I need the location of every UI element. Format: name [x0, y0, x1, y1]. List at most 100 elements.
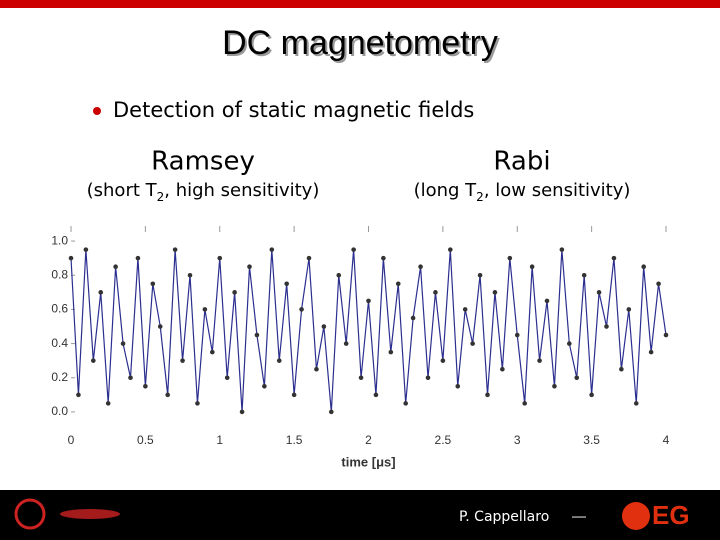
data-point: [425, 375, 431, 381]
subtitle-text: (short T: [87, 180, 158, 201]
data-point: [329, 409, 334, 415]
data-point: [589, 392, 594, 398]
subtitle-text: (long T: [414, 180, 478, 201]
x-tick-label: 0: [68, 433, 75, 447]
data-point: [336, 272, 342, 278]
data-point: [507, 255, 513, 261]
data-point: [470, 341, 475, 346]
data-point: [529, 264, 535, 270]
column-heading: Rabi: [493, 147, 550, 177]
slide-title: DC magnetometry: [222, 24, 498, 62]
data-point: [105, 401, 111, 406]
data-point: [120, 341, 126, 346]
y-tick-label: 0.0: [51, 404, 68, 418]
data-point: [656, 281, 661, 287]
data-point: [98, 290, 104, 295]
data-point: [239, 409, 245, 415]
data-point: [210, 349, 215, 355]
data-point: [373, 392, 379, 398]
data-point: [232, 290, 237, 295]
bullet-text: Detection of static magnetic fields: [113, 98, 474, 122]
subtitle-subscript: 2: [476, 190, 484, 204]
data-point: [537, 358, 542, 363]
data-point: [254, 332, 260, 338]
subtitle-text: , low sensitivity): [484, 180, 631, 201]
data-point: [619, 366, 624, 372]
x-tick-label: 3: [514, 433, 521, 447]
data-point: [299, 307, 304, 312]
data-point: [514, 332, 520, 338]
data-point: [157, 324, 163, 329]
x-tick-label: 4: [663, 433, 670, 447]
data-point: [462, 307, 468, 312]
data-point: [611, 255, 617, 261]
data-point: [581, 272, 587, 278]
y-tick-label: 0.2: [51, 370, 68, 384]
data-point: [68, 255, 74, 261]
x-tick-label: 2.5: [435, 433, 452, 447]
author: P. Cappellaro: [459, 509, 549, 525]
data-point: [418, 264, 423, 270]
data-point: [195, 401, 200, 406]
subtitle-text: , high sensitivity): [164, 180, 319, 201]
data-point: [410, 315, 416, 321]
data-point: [433, 290, 438, 295]
data-point: [76, 392, 81, 398]
column-subtitle: (short T2, high sensitivity): [87, 180, 320, 204]
data-point: [343, 341, 349, 346]
data-point: [306, 255, 312, 261]
data-point: [269, 247, 275, 252]
data-point: [626, 307, 632, 312]
dash: —: [572, 508, 586, 524]
y-tick-label: 0.4: [51, 336, 68, 350]
logo-text: EG: [652, 500, 690, 530]
data-point: [403, 401, 408, 406]
top-bar: [0, 0, 720, 8]
logo-left: [14, 498, 46, 530]
data-point: [150, 281, 156, 287]
x-tick-label: 1.5: [286, 433, 303, 447]
data-point: [477, 272, 483, 278]
data-point: [604, 324, 609, 329]
data-point: [663, 332, 669, 338]
data-point: [276, 358, 282, 363]
chart: 0.0 0.2 0.4 0.6 0.8 1.0 0 0.5 1 1.5 2 2.5 3 3.5 4 time …: [51, 226, 670, 469]
data-point: [83, 247, 89, 252]
data-point: [247, 264, 252, 270]
footer-bar: [0, 490, 720, 540]
data-point: [291, 392, 297, 398]
data-point: [455, 383, 461, 389]
data-point: [366, 298, 371, 304]
y-tick-label: 0.6: [51, 302, 68, 316]
data-point: [358, 375, 364, 381]
data-point: [633, 401, 639, 406]
data-point: [544, 298, 550, 304]
y-tick-label: 0.8: [51, 267, 68, 281]
data-point: [522, 401, 527, 406]
data-point: [381, 255, 386, 261]
x-tick-label: 0.5: [137, 433, 154, 447]
beam-graphic: [60, 509, 120, 519]
subtitle-subscript: 2: [157, 190, 165, 204]
x-tick-label: 1: [216, 433, 223, 447]
data-point: [91, 358, 96, 363]
data-point: [217, 255, 223, 261]
data-point: [351, 247, 356, 252]
column-heading: Ramsey: [151, 147, 255, 177]
data-point: [567, 341, 572, 346]
data-point: [262, 383, 267, 389]
data-point: [552, 383, 557, 389]
bullet-dot: [93, 107, 101, 115]
data-point: [596, 290, 602, 295]
x-axis-label: time [μs]: [341, 454, 395, 469]
data-point: [202, 307, 208, 312]
data-point: [448, 247, 453, 252]
data-point: [641, 264, 646, 270]
data-point: [395, 281, 401, 287]
data-point: [485, 392, 490, 398]
data-point: [500, 366, 505, 372]
data-point: [492, 290, 498, 295]
column-subtitle: (long T2, low sensitivity): [414, 180, 631, 204]
data-point: [187, 272, 193, 278]
title-shadow: DC magnetometry: [224, 26, 500, 64]
